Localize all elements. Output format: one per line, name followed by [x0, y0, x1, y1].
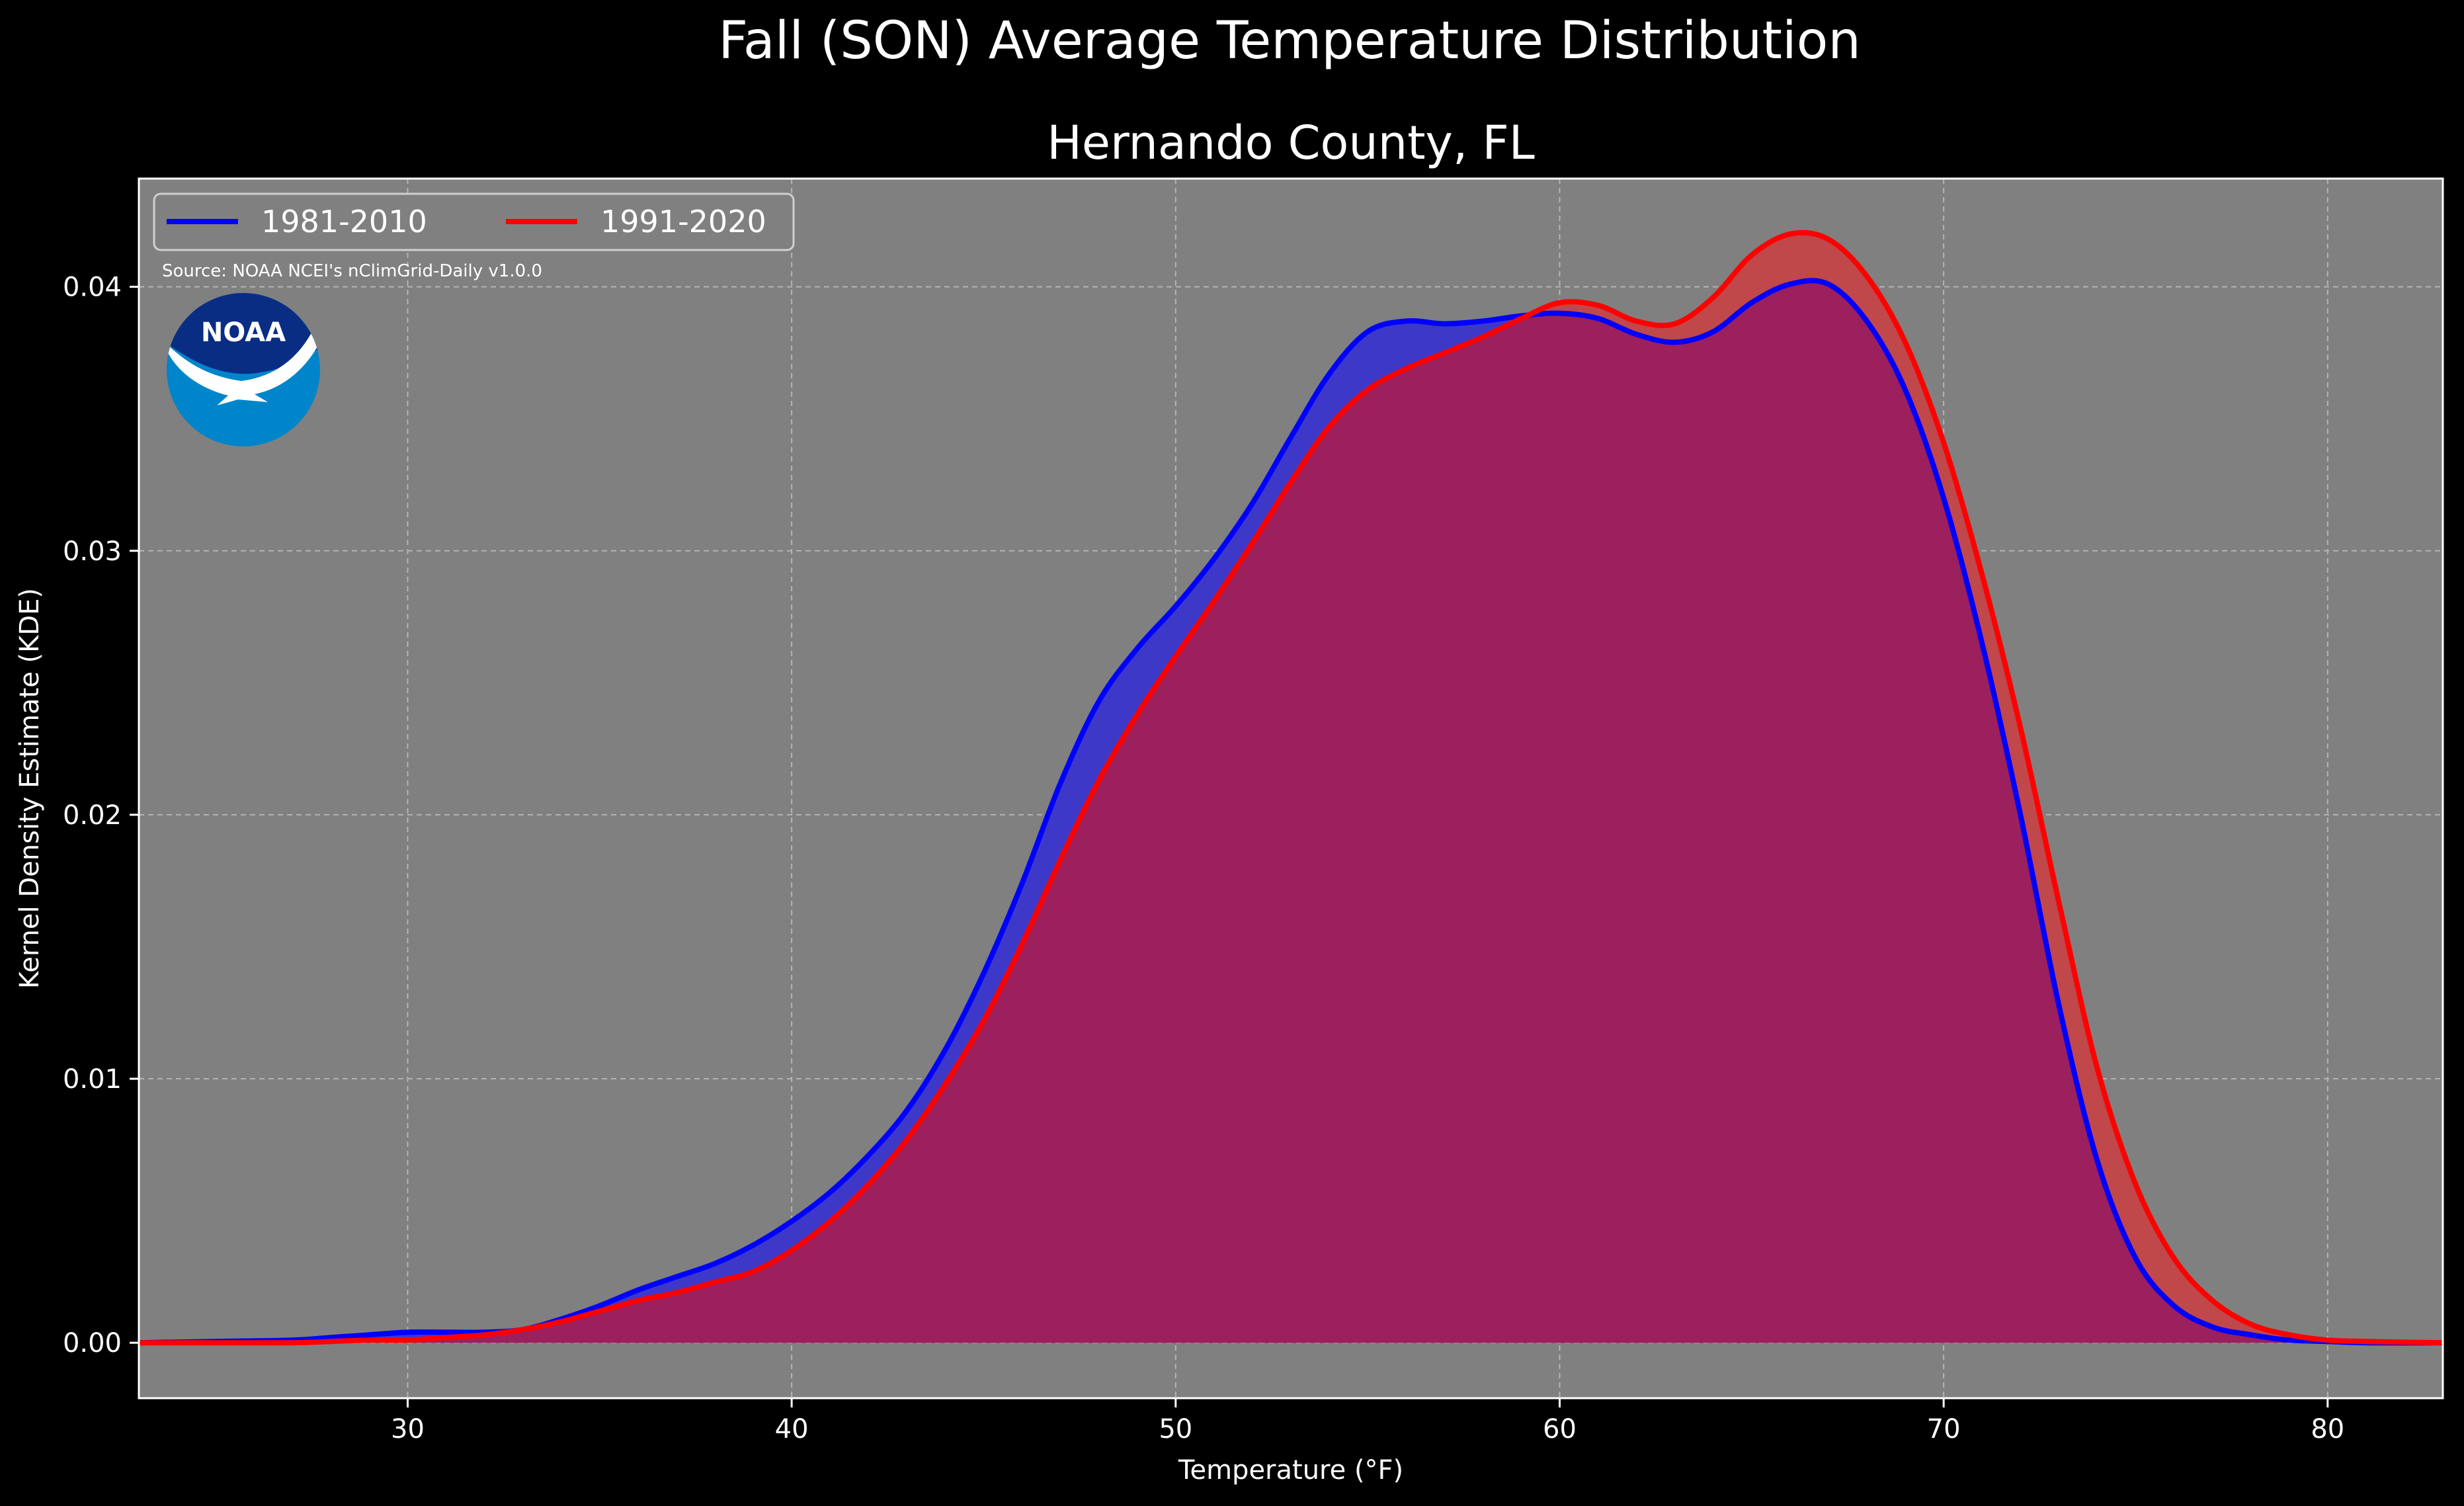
y-tick-label: 0.03 — [63, 536, 122, 567]
y-axis-ticks: 0.00 0.01 0.02 0.03 0.04 — [63, 272, 139, 1359]
chart-title: Hernando County, FL — [1047, 116, 1534, 170]
x-axis-label: Temperature (°F) — [1178, 1455, 1403, 1485]
logo-gull — [167, 334, 320, 405]
legend: 1981-2010 1991-2020 — [153, 192, 795, 251]
series-line-1991-2020 — [138, 230, 2443, 1346]
x-tick-label: 70 — [1927, 1414, 1961, 1444]
y-tick-label: 0.04 — [63, 272, 122, 303]
x-tick-label: 50 — [1159, 1414, 1192, 1444]
overlap-area — [139, 280, 2443, 1343]
density-areas — [139, 232, 2443, 1343]
x-tick-label: 60 — [1543, 1414, 1577, 1444]
x-tick-label: 80 — [2311, 1414, 2344, 1444]
density-lines — [138, 230, 2443, 1346]
y-axis-label: Kernel Density Estimate (KDE) — [15, 588, 45, 989]
y-tick-label: 0.00 — [63, 1328, 122, 1359]
source-note: Source: NOAA NCEI's nClimGrid-Daily v1.0… — [162, 261, 542, 281]
x-tick-label: 40 — [775, 1414, 809, 1444]
logo-text: NOAA — [201, 317, 286, 348]
plot-frame — [138, 177, 2444, 1400]
y-tick-label: 0.02 — [63, 800, 122, 831]
legend-box — [153, 192, 795, 251]
x-tick-label: 30 — [391, 1414, 425, 1444]
x-axis-ticks: 30 40 50 60 70 80 — [391, 1398, 2344, 1444]
y-tick-label: 0.01 — [63, 1064, 122, 1095]
legend-label-1991-2020: 1991-2020 — [600, 204, 766, 239]
figure-suptitle: Fall (SON) Average Temperature Distribut… — [718, 11, 1861, 71]
legend-label-1981-2010: 1981-2010 — [261, 204, 427, 239]
series-line-1981-2010 — [138, 278, 2443, 1346]
